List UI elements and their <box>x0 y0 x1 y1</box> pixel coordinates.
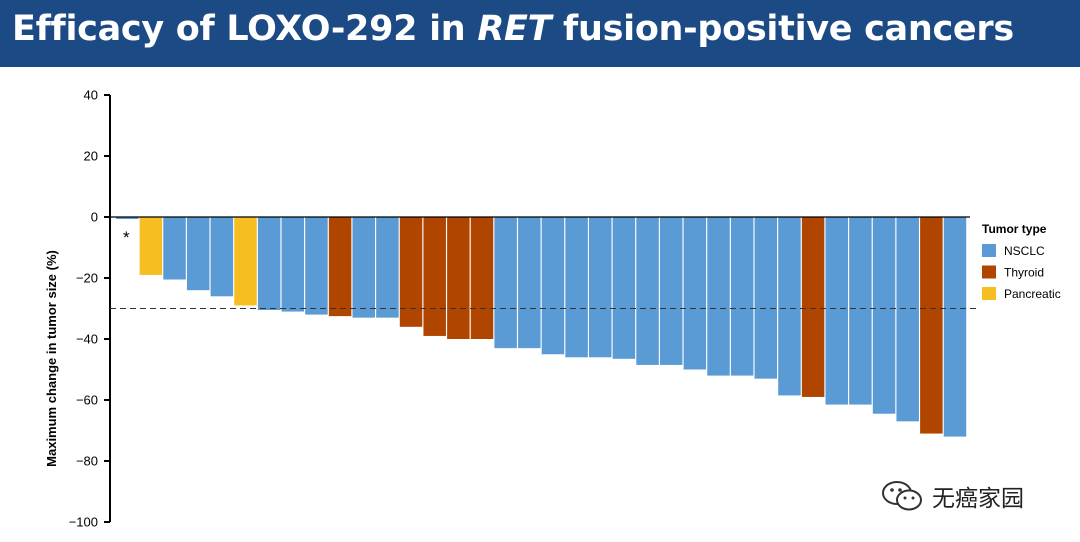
bar-nsclc <box>565 217 588 358</box>
bar-nsclc <box>849 217 872 405</box>
bar-thyroid <box>399 217 423 327</box>
y-tick-label: 20 <box>84 149 98 164</box>
bar-nsclc <box>210 217 234 297</box>
y-tick-label: −60 <box>76 393 98 408</box>
bar-nsclc <box>494 217 517 349</box>
legend-label-pancreatic: Pancreatic <box>1004 287 1061 301</box>
bar-thyroid <box>470 217 494 339</box>
bar-nsclc <box>659 217 683 365</box>
bar-nsclc <box>163 217 186 280</box>
bar-nsclc <box>116 217 139 219</box>
bar-thyroid <box>423 217 446 336</box>
bar-nsclc <box>730 217 754 376</box>
bar-nsclc <box>541 217 565 355</box>
watermark-text: 无癌家园 <box>932 486 1024 512</box>
bar-thyroid <box>920 217 943 434</box>
y-tick-label: 0 <box>91 210 98 225</box>
y-tick-label: 40 <box>84 88 98 103</box>
slide-title: Efficacy of LOXO-292 in RET fusion-posit… <box>12 9 1014 49</box>
bar-nsclc <box>305 217 328 315</box>
y-axis-label: Maximum change in tumor size (%) <box>44 250 59 467</box>
bar-nsclc <box>943 217 967 437</box>
bar-nsclc <box>186 217 210 291</box>
asterisk-annotation: * <box>123 228 130 247</box>
bar-thyroid <box>328 217 352 317</box>
legend-title: Tumor type <box>982 222 1047 236</box>
title-prefix: Efficacy of LOXO-292 in <box>12 9 478 49</box>
bar-nsclc <box>872 217 896 414</box>
legend-swatch-thyroid <box>982 265 996 279</box>
y-tick-label: −100 <box>69 515 98 530</box>
bar-nsclc <box>518 217 541 349</box>
wechat-icon <box>882 481 922 511</box>
legend-swatch-nsclc <box>982 244 996 257</box>
y-tick-label: −80 <box>76 454 98 469</box>
bar-nsclc <box>896 217 919 422</box>
legend-label-nsclc: NSCLC <box>1004 244 1045 258</box>
bar-nsclc <box>754 217 778 379</box>
watermark: 无癌家园 <box>880 478 1024 514</box>
y-tick-label: −40 <box>76 332 98 347</box>
bar-thyroid <box>801 217 825 397</box>
bar-nsclc <box>281 217 305 312</box>
title-italic-gene: RET <box>477 9 552 49</box>
legend-swatch-pancreatic <box>982 287 996 300</box>
bar-nsclc <box>589 217 612 358</box>
bar-pancreatic <box>234 217 257 306</box>
bar-nsclc <box>825 217 848 405</box>
bar-nsclc <box>707 217 730 376</box>
legend-label-thyroid: Thyroid <box>1004 266 1044 280</box>
y-tick-label: −20 <box>76 271 98 286</box>
title-banner: Efficacy of LOXO-292 in RET fusion-posit… <box>0 0 1080 67</box>
title-suffix: fusion-positive cancers <box>551 9 1014 49</box>
bar-nsclc <box>636 217 659 365</box>
bar-nsclc <box>352 217 375 318</box>
bar-nsclc <box>257 217 281 311</box>
bar-pancreatic <box>139 217 163 275</box>
bar-nsclc <box>683 217 707 370</box>
bar-thyroid <box>447 217 470 339</box>
bar-nsclc <box>778 217 801 396</box>
bar-nsclc <box>376 217 399 318</box>
bar-nsclc <box>612 217 636 359</box>
